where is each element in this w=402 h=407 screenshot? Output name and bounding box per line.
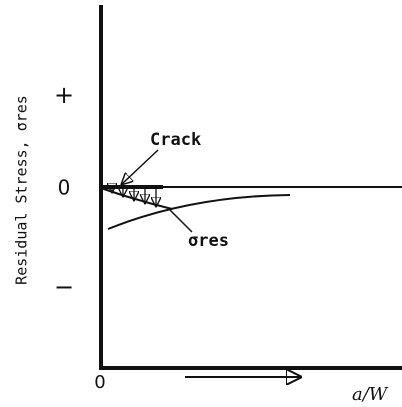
y-axis-label: Residual Stress, σres	[13, 95, 31, 285]
minus-mark: −	[54, 273, 74, 301]
plus-mark: +	[54, 81, 74, 109]
hatching	[112, 188, 156, 206]
crack-label: Crack	[150, 130, 201, 150]
stress-label: σres	[188, 231, 229, 251]
x-axis-label: a/W	[352, 384, 389, 405]
origin-label: 0	[94, 372, 105, 393]
stress-leader	[169, 209, 193, 233]
zero-mark: 0	[58, 176, 71, 200]
crack-leader	[122, 149, 159, 184]
stress-curve	[107, 194, 291, 230]
